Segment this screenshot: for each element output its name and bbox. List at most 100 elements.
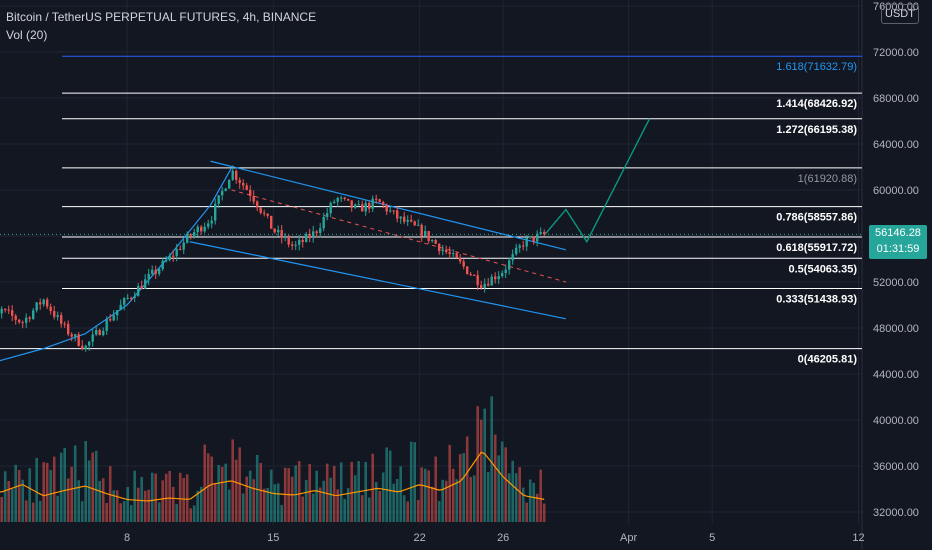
x-tick-label: 22: [413, 532, 425, 544]
candle-body: [336, 198, 339, 202]
volume-bar: [504, 447, 507, 522]
candle-body: [413, 221, 416, 226]
volume-bar: [360, 495, 364, 522]
volume-bar: [234, 459, 238, 522]
volume-bar: [28, 468, 31, 522]
volume-bar: [224, 463, 227, 522]
volume-bar: [276, 483, 280, 522]
volume-bar: [227, 489, 231, 522]
candle-body: [137, 285, 140, 297]
volume-bar: [133, 470, 136, 522]
candle-body: [536, 233, 539, 242]
fib-level-label: 1.272(66195.38): [776, 124, 857, 136]
last-price-tag: 56146.28 01:31:59: [869, 225, 927, 259]
volume-bar: [38, 500, 42, 522]
volume-bar: [423, 468, 427, 522]
volume-bar: [350, 461, 353, 522]
candle-body: [529, 236, 532, 238]
candle-body: [455, 253, 458, 258]
volume-bar: [49, 470, 52, 522]
currency-button[interactable]: USDT: [881, 4, 919, 24]
candle-body: [35, 302, 38, 311]
candle-body: [147, 273, 150, 280]
volume-bar: [161, 480, 164, 522]
candle-body: [305, 233, 308, 243]
volume-bar: [280, 504, 283, 522]
y-tick-label: 44000.00: [873, 369, 919, 381]
candle-body: [249, 189, 252, 196]
volume-bar: [318, 487, 322, 522]
candle-body: [242, 183, 245, 186]
candle-body: [371, 198, 374, 209]
candle-body: [501, 273, 504, 277]
candle-body: [354, 204, 357, 208]
candle-body: [494, 276, 497, 280]
candle-body: [60, 315, 63, 324]
candle-body: [329, 202, 332, 214]
volume-bar: [178, 472, 182, 522]
volume-bar: [528, 479, 532, 522]
volume-bars: [0, 396, 546, 522]
candle-body: [399, 216, 402, 219]
candle-body: [385, 204, 388, 212]
x-tick-label: 15: [267, 532, 279, 544]
y-tick-label: 64000.00: [873, 139, 919, 151]
volume-bar: [59, 452, 63, 522]
volume-bar: [154, 473, 157, 522]
volume-bar: [490, 396, 493, 522]
volume-bar: [56, 495, 59, 522]
volume-bar: [217, 465, 220, 522]
y-tick-label: 40000.00: [873, 415, 919, 427]
volume-bar: [420, 467, 423, 522]
candle-body: [357, 204, 360, 206]
volume-bar: [290, 476, 294, 522]
y-axis[interactable]: 76000.0072000.0068000.0064000.0060000.00…: [873, 1, 919, 519]
candle-body: [347, 198, 350, 201]
candle-body: [483, 283, 486, 288]
x-tick-label: Apr: [620, 532, 637, 544]
candle-body: [389, 210, 392, 212]
volume-bar: [269, 469, 273, 522]
volume-indicator-label[interactable]: Vol (20): [6, 28, 48, 42]
candle-body: [420, 224, 423, 237]
volume-bar: [413, 442, 416, 522]
volume-bar: [343, 498, 346, 522]
volume-bar: [17, 470, 21, 522]
candle-body: [221, 190, 224, 196]
y-tick-label: 60000.00: [873, 185, 919, 197]
candle-body: [403, 216, 406, 222]
candle-body: [67, 323, 70, 335]
candle-body: [487, 283, 490, 286]
fib-level-label: 0(46205.81): [798, 354, 858, 366]
volume-bar: [168, 470, 171, 522]
candle-body: [214, 203, 217, 221]
candle-body: [543, 232, 546, 234]
volume-bar: [304, 479, 308, 522]
volume-bar: [77, 480, 80, 522]
volume-bar: [94, 450, 98, 522]
candle-body: [116, 310, 119, 316]
volume-bar: [105, 502, 108, 522]
candle-body: [200, 226, 203, 232]
volume-bar: [409, 441, 413, 522]
candle-body: [49, 306, 52, 312]
volume-bar: [535, 493, 539, 522]
candle-body: [518, 245, 521, 248]
candle-body: [14, 315, 17, 320]
volume-bar: [73, 445, 77, 522]
volume-bar: [42, 462, 45, 522]
candles: [0, 165, 546, 352]
x-axis[interactable]: 8 15 22 26 Apr 5 12: [124, 532, 865, 544]
candle-body: [238, 179, 241, 184]
fib-level-label: 0.5(54063.35): [789, 263, 858, 275]
candle-body: [256, 201, 259, 208]
candle-body: [123, 298, 126, 305]
volume-bar: [45, 462, 49, 522]
parabolic-support-curve: [0, 167, 233, 362]
volume-bar: [378, 490, 381, 522]
candle-body: [235, 170, 238, 180]
candle-body: [231, 170, 234, 180]
volume-bar: [332, 465, 336, 522]
volume-bar: [66, 478, 70, 522]
